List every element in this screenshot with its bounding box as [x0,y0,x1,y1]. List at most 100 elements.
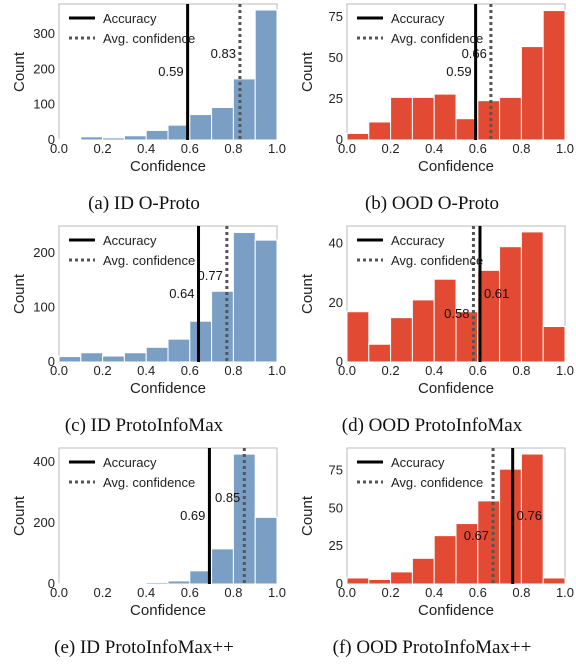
histogram-bar [411,299,435,363]
y-axis-label: Count [11,51,28,92]
x-tick-label: 0.6 [181,585,199,600]
x-axis-label: Confidence [130,602,206,619]
accuracy-value-label: 0.69 [180,508,205,523]
x-tick-label: 0.2 [94,363,112,378]
accuracy-value-label: 0.76 [517,508,542,523]
legend-confidence-label: Avg. confidence [103,475,195,490]
y-tick-label: 50 [329,50,343,65]
histogram-bar [433,535,457,585]
histogram-chart: 0.76 0.67 Accuracy Avg. confidence 0.0 0.2 0.4… [299,447,574,619]
histogram-chart: 0.61 0.58 Accuracy Avg. confidence 0.0 0.2 0.4… [299,225,574,397]
histogram-bar [211,548,234,585]
histogram-bar [80,136,104,141]
x-tick-label: 0.0 [50,585,68,600]
x-tick-label: 1.0 [556,141,574,156]
panel-ood-o-proto: 0.59 0.66 Accuracy Avg. confidence 0.0 0.2 0.4… [288,0,576,222]
y-tick-label: 200 [33,61,55,76]
y-tick-label: 20 [329,295,343,310]
y-axis-label: Count [11,273,28,314]
accuracy-value-label: 0.59 [446,64,471,79]
panel-caption: (f) OOD ProtoInfoMax++ [332,637,532,658]
histogram-bar [123,135,147,141]
accuracy-value-label: 0.59 [158,64,183,79]
y-tick-label: 200 [33,245,55,260]
panel-id-protoinfomax-pp: 0.69 0.85 Accuracy Avg. confidence 0.0 0.2 0.4… [0,444,288,666]
histogram-chart: 0.69 0.85 Accuracy Avg. confidence 0.0 0.2 0.4… [11,447,286,619]
legend-confidence-label: Avg. confidence [103,253,195,268]
histogram-bar [167,338,191,363]
x-tick-label: 0.0 [50,363,68,378]
histogram-bar [520,453,544,585]
histogram-bar [346,132,370,141]
x-tick-label: 0.8 [224,585,242,600]
accuracy-value-label: 0.64 [169,286,194,301]
x-tick-label: 0.4 [425,141,443,156]
histogram-bar [542,577,566,585]
x-tick-label: 0.6 [469,585,487,600]
confidence-value-label: 0.77 [198,268,223,283]
y-tick-label: 100 [33,300,55,315]
legend-accuracy-label: Accuracy [391,11,445,26]
confidence-value-label: 0.83 [211,46,236,61]
x-tick-label: 1.0 [268,363,286,378]
histogram-bar [123,352,147,363]
legend-confidence-label: Avg. confidence [391,31,483,46]
legend-accuracy-label: Accuracy [391,455,445,470]
y-tick-label: 200 [33,515,55,530]
legend-accuracy-label: Accuracy [103,233,157,248]
histogram-bar [390,317,413,363]
histogram-bar [80,352,104,363]
y-tick-label: 0 [336,354,343,369]
x-tick-label: 1.0 [268,141,286,156]
histogram-bar [145,129,169,141]
y-axis-label: Count [299,51,316,92]
histogram-bar [542,326,566,363]
histogram-bar [477,100,501,141]
x-tick-label: 0.6 [181,141,199,156]
accuracy-value-label: 0.61 [484,286,509,301]
x-tick-label: 1.0 [556,585,574,600]
x-tick-label: 0.8 [224,363,242,378]
y-tick-label: 0 [48,576,55,591]
x-axis-label: Confidence [130,158,206,175]
histogram-bar [499,96,522,141]
panel-ood-protoinfomax: 0.61 0.58 Accuracy Avg. confidence 0.0 0.2 0.4… [288,222,576,444]
histogram-bar [368,343,392,363]
x-tick-label: 0.6 [181,363,199,378]
histogram-bar [167,580,191,585]
x-axis-label: Confidence [418,380,494,397]
x-tick-label: 0.8 [512,585,530,600]
histogram-chart: 0.64 0.77 Accuracy Avg. confidence 0.0 0.2 0.4… [11,225,286,397]
histogram-bar [211,290,234,363]
histogram-bar [254,9,278,141]
histogram-bar [145,581,169,585]
x-axis-label: Confidence [418,158,494,175]
x-tick-label: 0.0 [50,141,68,156]
x-axis-label: Confidence [418,602,494,619]
y-tick-label: 100 [33,97,55,112]
x-tick-label: 0.8 [224,141,242,156]
legend-confidence-label: Avg. confidence [103,31,195,46]
histogram-bar [254,516,278,585]
y-tick-label: 25 [329,91,343,106]
x-tick-label: 0.4 [137,363,155,378]
histogram-bar [102,137,125,141]
x-tick-label: 0.4 [137,585,155,600]
histogram-chart: 0.59 0.83 Accuracy Avg. confidence 0.0 0.2 0.4… [11,3,286,175]
y-tick-label: 25 [329,538,343,553]
y-axis-label: Count [11,495,28,536]
y-tick-label: 0 [336,576,343,591]
legend-accuracy-label: Accuracy [103,455,157,470]
panel-ood-protoinfomax-pp: 0.76 0.67 Accuracy Avg. confidence 0.0 0.2 0.4… [288,444,576,666]
legend-confidence-label: Avg. confidence [391,475,483,490]
histogram-bar [368,121,392,141]
panel-id-protoinfomax: 0.64 0.77 Accuracy Avg. confidence 0.0 0.2 0.4… [0,222,288,444]
histogram-bar [411,557,435,585]
histogram-bar [102,355,125,363]
y-tick-label: 75 [329,463,343,478]
histogram-bar [411,96,435,141]
histogram-bar [542,10,566,141]
y-tick-label: 400 [33,454,55,469]
x-tick-label: 0.4 [425,585,443,600]
legend-confidence-label: Avg. confidence [391,253,483,268]
